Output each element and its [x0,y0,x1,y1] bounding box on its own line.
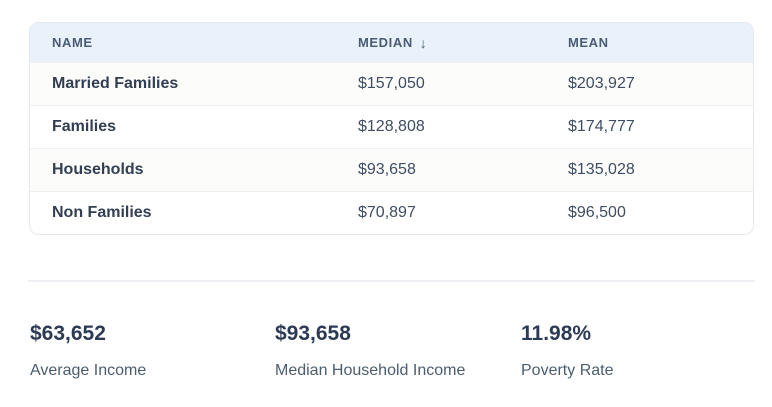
sort-descending-icon: ↓ [419,35,427,52]
stat-block-median-household-income: $93,658 Median Household Income [275,321,521,380]
stat-label: Poverty Rate [521,362,614,379]
table-row: Married Families $157,050 $203,927 [30,62,753,105]
mean-value-cell: $96,500 [568,203,626,221]
stat-block-average-income: $63,652 Average Income [30,321,275,380]
stat-block-poverty-rate: 11.98% Poverty Rate [521,321,613,380]
table-row: Households $93,658 $135,028 [30,148,753,191]
mean-value-cell: $135,028 [568,160,635,178]
stat-value: $93,658 [275,322,351,345]
column-header-mean-label: MEAN [568,34,609,50]
median-value-cell: $93,658 [358,160,416,178]
median-value-cell: $157,050 [358,74,425,92]
stat-label: Median Household Income [275,362,466,379]
median-value-cell: $70,897 [358,203,416,221]
column-header-name-label: NAME [52,34,93,50]
row-name-cell: Married Families [52,74,179,92]
column-header-median-label: MEDIAN [358,35,413,51]
mean-value-cell: $174,777 [568,117,635,135]
table-row: Families $128,808 $174,777 [30,105,753,148]
mean-value-cell: $203,927 [568,74,635,92]
income-summary-table-card: NAME MEDIAN ↓ MEAN Married Families $157,… [29,22,754,235]
summary-stats: $63,652 Average Income $93,658 Median Ho… [30,321,613,380]
median-value-cell: $128,808 [358,117,425,135]
column-header-median[interactable]: MEDIAN ↓ [358,23,568,62]
column-header-mean[interactable]: MEAN [568,23,753,62]
row-name-cell: Households [52,160,144,178]
row-name-cell: Non Families [52,203,152,221]
table-header-row: NAME MEDIAN ↓ MEAN [30,23,753,62]
section-divider [28,280,755,282]
stat-label: Average Income [30,362,147,379]
row-name-cell: Families [52,117,117,135]
table-row: Non Families $70,897 $96,500 [30,191,753,234]
stat-value: $63,652 [30,322,106,345]
income-table: NAME MEDIAN ↓ MEAN Married Families $157,… [30,23,753,234]
column-header-name[interactable]: NAME [30,23,358,62]
stat-value: 11.98% [521,322,592,345]
